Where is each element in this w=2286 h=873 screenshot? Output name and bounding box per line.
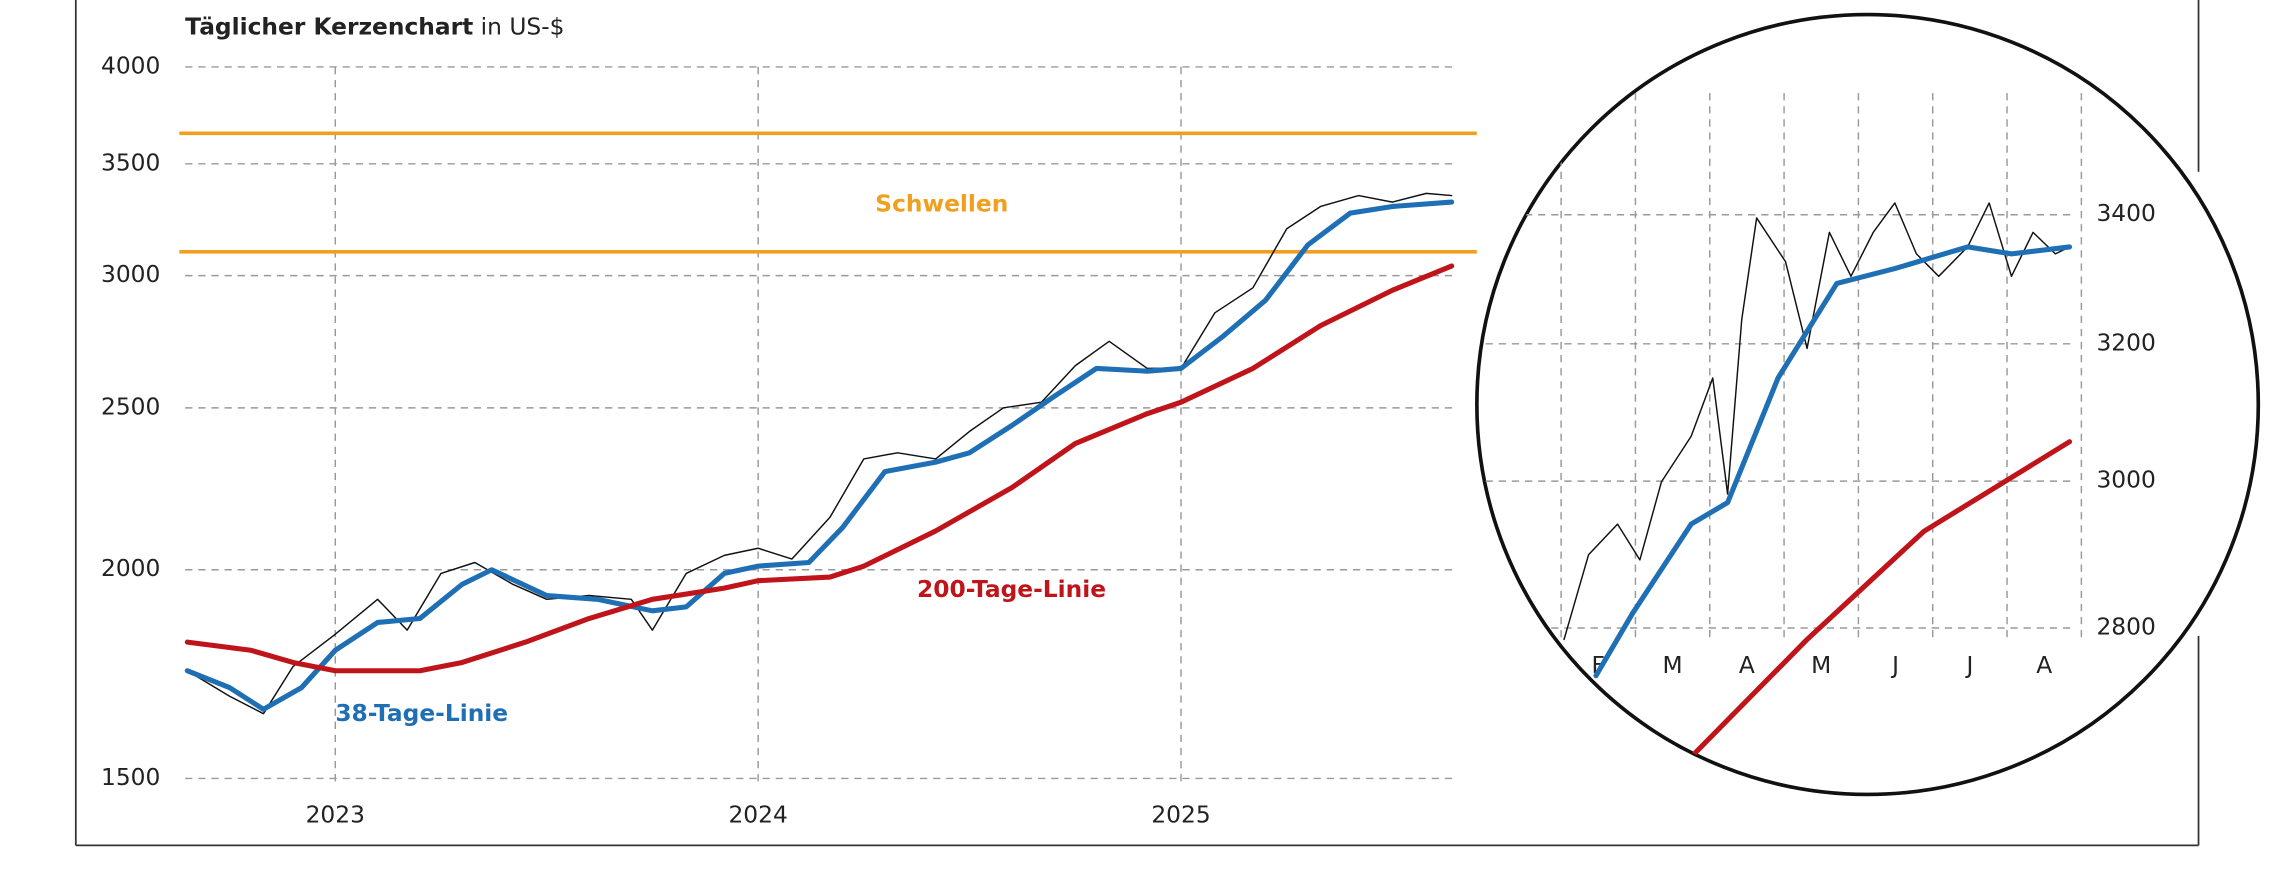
series-line <box>186 192 1453 715</box>
x-tick-label: M <box>1811 652 1831 679</box>
x-tick-label: A <box>1739 652 1755 679</box>
y-tick-label: 2500 <box>101 393 160 420</box>
subtitle: in US-$ <box>481 13 565 40</box>
series-line <box>184 263 1455 674</box>
series-line <box>184 199 1455 712</box>
x-tick-label: A <box>2036 652 2052 679</box>
y-tick-label: 2000 <box>101 555 160 582</box>
series-line <box>1563 202 2071 641</box>
y-tick-label: 3000 <box>2096 467 2155 494</box>
y-tick-label: 1500 <box>101 764 160 791</box>
threshold-label: Schwellen <box>875 191 1008 218</box>
series-line <box>1692 439 2073 756</box>
zoom-circle <box>1475 12 2261 797</box>
x-tick-label: M <box>1663 652 1683 679</box>
x-tick-label: 2025 <box>1151 802 1210 829</box>
y-tick-label: 3400 <box>2096 200 2155 227</box>
main-plot: 1500 2000 2500 3000 3500 4000 2023 2024 2025 Schw… <box>101 52 1477 829</box>
x-tick-label: J <box>1890 652 1899 679</box>
x-tick-label: 2024 <box>728 802 787 829</box>
y-tick-label: 2800 <box>2096 613 2155 640</box>
inset-plot: 2800 3000 3200 3400 F M A M J J A <box>1592 200 2156 679</box>
y-tick-label: 3500 <box>101 149 160 176</box>
x-tick-label: J <box>1964 652 1973 679</box>
x-tick-label: F <box>1592 652 1605 679</box>
series-line <box>1593 244 2073 679</box>
y-tick-label: 3000 <box>101 261 160 288</box>
inset-clip <box>1476 93 2083 756</box>
series-label: 38-Tage-Linie <box>335 700 508 727</box>
title: Täglicher Kerzenchart <box>185 13 473 40</box>
chart-title: Täglicher Kerzenchart in US-$ <box>185 13 564 40</box>
series-label: 200-Tage-Linie <box>917 576 1106 603</box>
y-tick-label: 3200 <box>2096 329 2155 356</box>
x-tick-label: 2023 <box>306 802 365 829</box>
y-tick-label: 4000 <box>101 52 160 79</box>
